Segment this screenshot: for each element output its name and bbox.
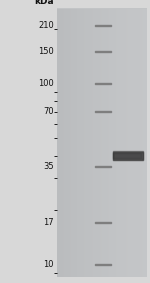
Text: 35: 35 (43, 162, 54, 171)
Text: 17: 17 (43, 218, 54, 227)
Text: 150: 150 (38, 47, 54, 56)
Text: kDa: kDa (34, 0, 54, 6)
Text: 70: 70 (43, 107, 54, 116)
Text: 100: 100 (38, 79, 54, 88)
Text: 210: 210 (38, 21, 54, 30)
Text: 10: 10 (44, 260, 54, 269)
